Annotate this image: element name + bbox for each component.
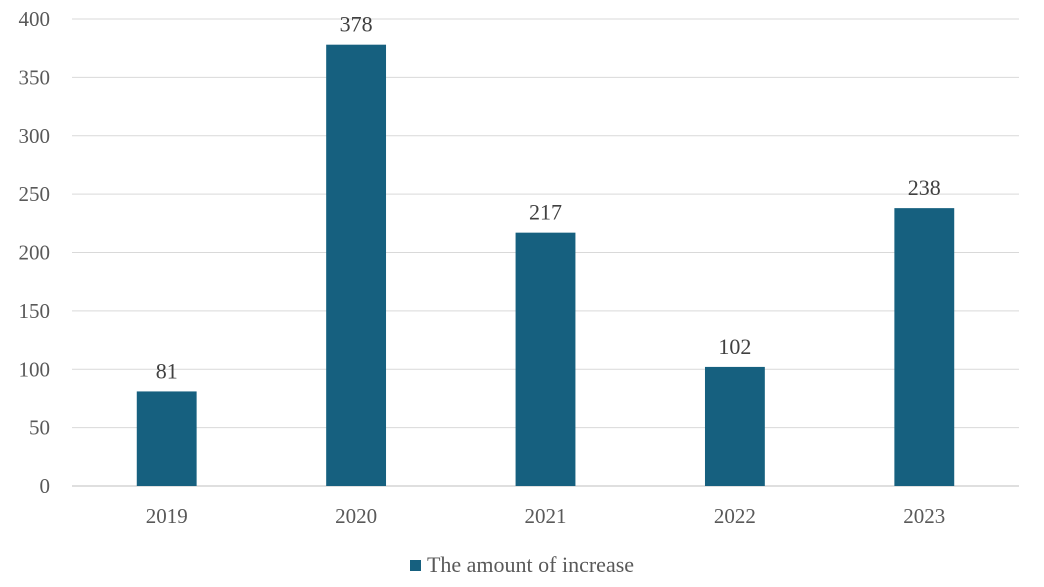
data-label: 238 xyxy=(908,175,941,200)
y-tick-label: 200 xyxy=(19,241,51,265)
x-tick-label: 2023 xyxy=(903,504,945,528)
x-tick-label: 2021 xyxy=(525,504,567,528)
bar-2020 xyxy=(326,44,387,487)
y-tick-label: 400 xyxy=(19,7,51,31)
bar-2019 xyxy=(136,391,197,486)
y-axis-ticks: 0 50 100 150 200 250 300 350 400 xyxy=(19,7,51,498)
y-tick-label: 350 xyxy=(19,65,51,89)
legend-label: The amount of increase xyxy=(426,552,635,577)
y-tick-label: 50 xyxy=(29,416,50,440)
data-label: 102 xyxy=(718,334,751,359)
legend-swatch xyxy=(409,559,421,571)
bars: 81 378 217 102 238 xyxy=(136,12,955,487)
x-tick-label: 2022 xyxy=(714,504,756,528)
y-tick-label: 0 xyxy=(40,474,51,498)
y-tick-label: 100 xyxy=(19,357,51,381)
y-tick-label: 250 xyxy=(19,182,51,206)
legend: The amount of increase xyxy=(0,550,1044,580)
data-label: 217 xyxy=(529,200,562,225)
bar-2023 xyxy=(894,208,955,486)
x-axis-ticks: 2019 2020 2021 2022 2023 xyxy=(146,504,946,528)
bar-2022 xyxy=(704,366,765,486)
y-tick-label: 300 xyxy=(19,124,51,148)
bar-2021 xyxy=(515,232,576,486)
x-tick-label: 2019 xyxy=(146,504,188,528)
y-tick-label: 150 xyxy=(19,299,51,323)
data-label: 378 xyxy=(340,12,373,37)
x-tick-label: 2020 xyxy=(335,504,377,528)
data-label: 81 xyxy=(156,358,178,383)
